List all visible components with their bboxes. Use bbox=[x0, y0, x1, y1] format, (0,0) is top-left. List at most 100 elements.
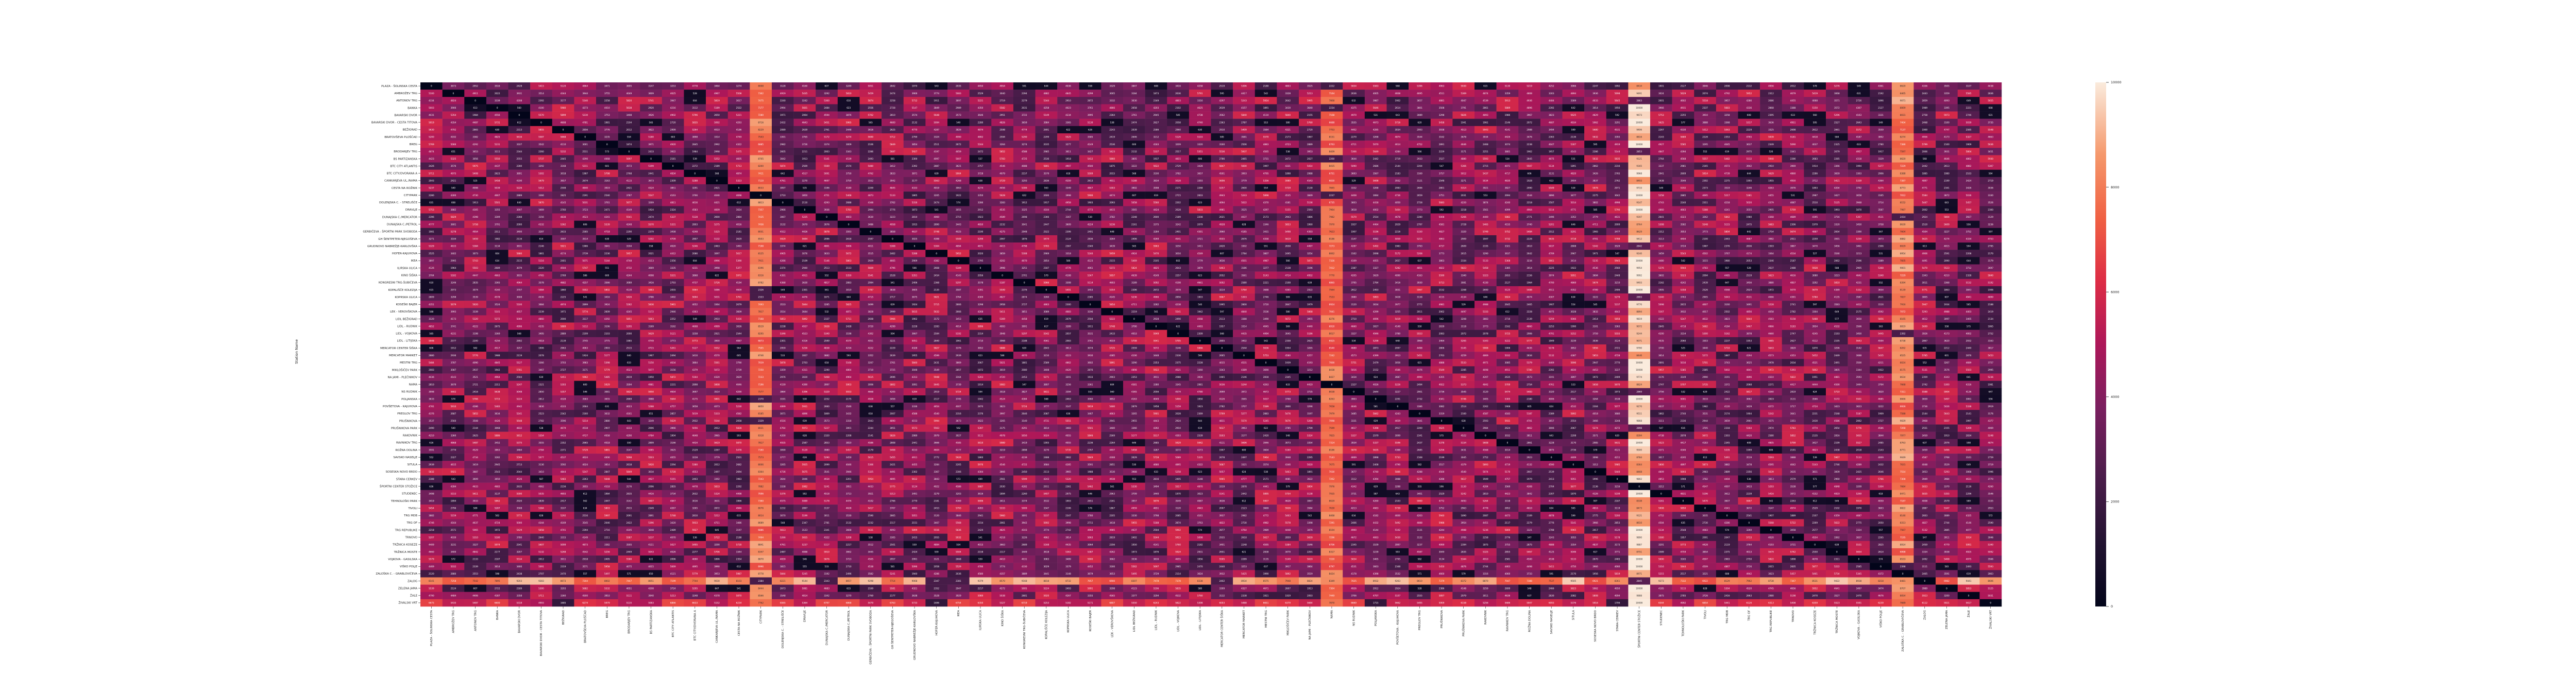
heatmap-cell bbox=[882, 82, 904, 90]
heatmap-cell bbox=[552, 97, 574, 105]
heatmap-cell bbox=[837, 90, 860, 97]
heatmap-cell bbox=[552, 82, 574, 90]
heatmap-cell bbox=[640, 97, 663, 105]
heatmap-cell bbox=[1870, 90, 1892, 97]
heatmap-cell bbox=[1233, 82, 1256, 90]
heatmap-cell bbox=[1277, 82, 1299, 90]
heatmap-cell bbox=[1913, 82, 1936, 90]
heatmap-cell bbox=[1979, 90, 2002, 97]
heatmap-cell bbox=[574, 97, 597, 105]
heatmap-cell bbox=[969, 82, 992, 90]
heatmap-cell bbox=[618, 90, 640, 97]
heatmap-cell bbox=[1936, 90, 1958, 97]
heatmap-cell bbox=[530, 97, 553, 105]
heatmap-cell bbox=[1211, 90, 1233, 97]
heatmap-cell bbox=[1936, 82, 1958, 90]
heatmap-cell bbox=[1518, 82, 1541, 90]
heatmap-cell bbox=[1145, 82, 1167, 90]
heatmap-cell bbox=[1320, 90, 1343, 97]
heatmap-cell bbox=[420, 82, 443, 90]
heatmap-cell bbox=[486, 97, 509, 105]
heatmap-cell bbox=[925, 82, 948, 90]
heatmap-cell bbox=[727, 82, 750, 90]
heatmap-cell bbox=[1035, 82, 1058, 90]
heatmap-cell bbox=[1320, 82, 1343, 90]
heatmap-cell bbox=[420, 97, 443, 105]
heatmap-cell bbox=[1364, 90, 1387, 97]
heatmap-cell bbox=[1848, 90, 1870, 97]
heatmap-cell bbox=[1672, 82, 1694, 90]
heatmap-cell bbox=[1101, 82, 1124, 90]
heatmap-cell bbox=[1409, 82, 1431, 90]
heatmap-cell bbox=[684, 90, 706, 97]
heatmap-cell bbox=[1760, 82, 1783, 90]
heatmap-cell bbox=[1957, 90, 1980, 97]
heatmap-cell bbox=[442, 97, 465, 105]
heatmap-cell bbox=[1760, 90, 1783, 97]
heatmap-cell bbox=[793, 90, 816, 97]
heatmap-cell bbox=[1826, 82, 1848, 90]
heatmap-cell bbox=[991, 82, 1014, 90]
heatmap-cell bbox=[1979, 82, 2002, 90]
heatmap-cells bbox=[420, 82, 2002, 607]
heatmap-cell bbox=[1891, 82, 1914, 90]
heatmap-cell bbox=[1101, 90, 1124, 97]
heatmap-cell bbox=[486, 82, 509, 90]
heatmap-cell bbox=[1409, 90, 1431, 97]
heatmap-cell bbox=[1386, 82, 1409, 90]
heatmap-cell bbox=[464, 90, 487, 97]
heatmap-cell bbox=[508, 90, 531, 97]
heatmap-cell bbox=[1189, 90, 1211, 97]
heatmap-cell bbox=[969, 90, 992, 97]
heatmap-cell bbox=[925, 90, 948, 97]
heatmap-cell bbox=[442, 82, 465, 90]
heatmap-cell bbox=[706, 90, 728, 97]
heatmap-cell bbox=[1386, 90, 1409, 97]
heatmap-cell bbox=[662, 90, 684, 97]
heatmap-cell bbox=[1013, 90, 1036, 97]
heatmap-cell bbox=[706, 82, 728, 90]
heatmap-cell bbox=[1343, 82, 1365, 90]
heatmap-cell bbox=[1496, 90, 1519, 97]
heatmap-cell bbox=[1694, 90, 1717, 97]
heatmap-cell bbox=[574, 82, 597, 90]
heatmap-cell bbox=[640, 82, 663, 90]
heatmap-cell bbox=[1716, 90, 1738, 97]
heatmap-cell bbox=[1233, 90, 1256, 97]
heatmap-cell bbox=[1255, 90, 1277, 97]
heatmap-cell bbox=[1167, 82, 1190, 90]
heatmap-cell bbox=[1782, 82, 1804, 90]
heatmap-cell bbox=[947, 90, 970, 97]
heatmap-cell bbox=[1804, 90, 1826, 97]
heatmap-cell bbox=[1013, 82, 1036, 90]
heatmap-cell bbox=[1057, 90, 1080, 97]
heatmap-cell bbox=[508, 82, 531, 90]
heatmap-cell bbox=[772, 90, 794, 97]
heatmap-cell bbox=[1496, 82, 1519, 90]
heatmap-cell bbox=[1694, 82, 1717, 90]
heatmap-cell bbox=[859, 90, 882, 97]
heatmap-cell bbox=[1562, 90, 1585, 97]
heatmap-cell bbox=[640, 90, 663, 97]
heatmap-cell bbox=[793, 82, 816, 90]
heatmap-cell bbox=[420, 90, 443, 97]
heatmap-cell bbox=[1452, 90, 1475, 97]
heatmap-cell bbox=[1299, 82, 1321, 90]
heatmap-cell bbox=[1957, 82, 1980, 90]
heatmap-cell bbox=[1211, 82, 1233, 90]
heatmap-cell bbox=[750, 82, 772, 90]
heatmap-cell bbox=[1606, 82, 1629, 90]
heatmap-cell bbox=[1628, 82, 1651, 90]
heatmap-cell bbox=[1189, 82, 1211, 90]
heatmap-cell bbox=[837, 82, 860, 90]
heatmap-cell bbox=[1035, 90, 1058, 97]
heatmap-cell bbox=[1343, 90, 1365, 97]
heatmap-cell bbox=[750, 90, 772, 97]
heatmap-cell bbox=[1430, 82, 1453, 90]
heatmap-cell bbox=[1255, 82, 1277, 90]
heatmap-cell bbox=[486, 90, 509, 97]
heatmap-cell bbox=[859, 82, 882, 90]
heatmap-cell bbox=[1167, 90, 1190, 97]
